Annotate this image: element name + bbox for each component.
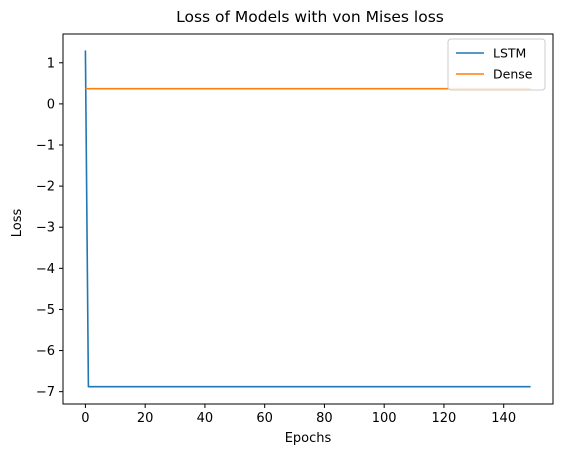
legend-label-dense: Dense (493, 67, 533, 82)
axis-ticks: 0 20 40 60 80 100 120 140 1 0 −1 −2 −3 −4 −5 −6 −7 (36, 56, 516, 426)
y-tick-label: −4 (36, 262, 55, 277)
y-axis-title: Loss (10, 209, 25, 238)
plot-frame (62, 33, 554, 405)
y-tick-label: −1 (36, 139, 55, 154)
legend-box (447, 38, 546, 91)
y-tick-label: 0 (47, 97, 55, 112)
x-tick-label: 60 (256, 411, 273, 426)
x-tick-label: 140 (491, 411, 516, 426)
x-tick-label: 0 (81, 411, 89, 426)
x-tick-label: 120 (432, 411, 457, 426)
x-axis-title: Epochs (285, 431, 332, 446)
y-tick-label: 1 (47, 56, 55, 71)
x-tick-label: 20 (137, 411, 154, 426)
legend-label-lstm: LSTM (493, 46, 526, 61)
x-tick-label: 100 (372, 411, 397, 426)
x-tick-label: 80 (316, 411, 333, 426)
legend: LSTM Dense (447, 38, 546, 91)
y-tick-label: −2 (36, 180, 55, 195)
y-tick-label: −6 (36, 344, 55, 359)
y-tick-label: −5 (36, 303, 55, 318)
y-tick-label: −3 (36, 221, 55, 236)
chart-title: Loss of Models with von Mises loss (176, 8, 444, 26)
series-line-lstm (84, 50, 531, 388)
x-tick-label: 40 (197, 411, 214, 426)
y-tick-label: −7 (36, 385, 55, 400)
